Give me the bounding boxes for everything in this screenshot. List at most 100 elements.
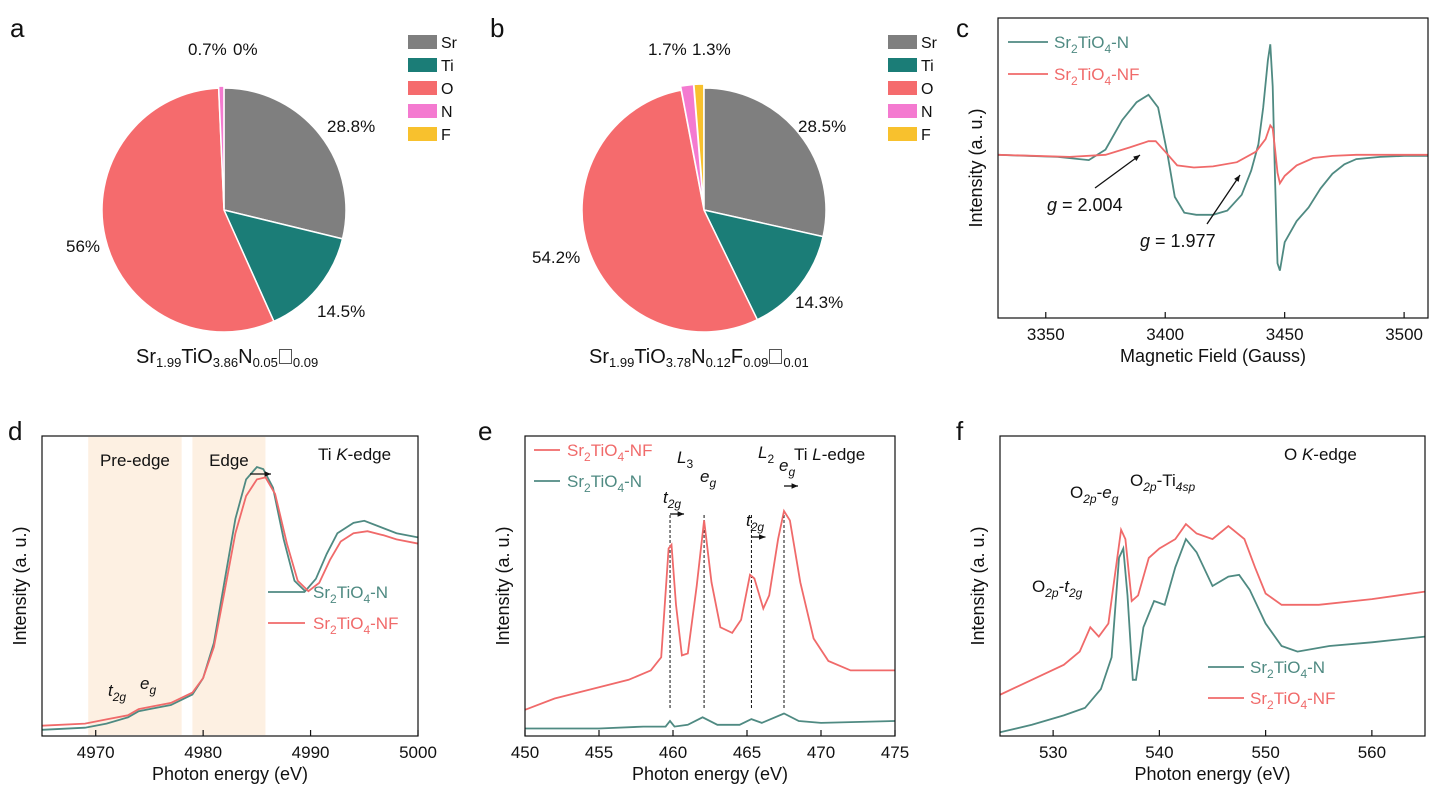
legend-label-sr: Sr: [921, 35, 938, 52]
peak-label: eg​: [140, 674, 156, 697]
panel-label: c: [956, 13, 969, 43]
legend-label-o: O: [921, 81, 933, 98]
pie-slice-ti: [222, 208, 344, 323]
formula-element: Sr: [136, 346, 156, 368]
legend-entry: Sr2​TiO4​-NF: [1054, 65, 1139, 88]
x-tick-label: 470: [807, 743, 835, 762]
x-axis-label: Photon energy (eV): [152, 764, 308, 784]
slice-label-ti: 14.5%: [317, 302, 365, 321]
shaded-region: [192, 437, 266, 735]
pie-slice-o: [101, 87, 275, 333]
chart-title: O K-edge: [1284, 445, 1357, 464]
formula-subscript: 0.05: [252, 355, 278, 370]
legend-entry: Sr2​TiO4​-NF: [1250, 689, 1335, 712]
panel-e: e 450 455 460 465 470 475 Photon energy (eV) Int…: [470, 400, 950, 793]
legend-swatch-sr: [888, 35, 917, 49]
legend-swatch-sr: [408, 35, 437, 49]
x-tick-label: 4980: [184, 743, 222, 762]
x-axis-label: Photon energy (eV): [1134, 764, 1290, 784]
y-axis-label: Intensity (a. u.): [493, 526, 513, 645]
formula-element: F: [730, 346, 744, 368]
slice-label-sr: 28.5%: [798, 117, 846, 136]
y-axis-label: Intensity (a. u.): [966, 108, 986, 227]
vacancy-symbol: [769, 349, 783, 364]
annotation-arrow-head: [1133, 155, 1140, 162]
x-tick-label: 3350: [1027, 325, 1065, 344]
peak-label: O2p​-eg​: [1070, 483, 1119, 506]
formula-subscript: 0.12: [705, 355, 731, 370]
legend-entry: Sr2​TiO4​-NF: [567, 441, 652, 464]
slice-label-o: 56%: [66, 237, 100, 256]
legend-swatch-f: [888, 127, 917, 141]
slice-label-sr: 28.8%: [327, 117, 375, 136]
legend-entry: Sr2​TiO4​-NF: [313, 614, 398, 637]
series-line-sr2tio4-n: [525, 712, 895, 730]
panel-b: b 28.5% 14.3% 54.2% 1.7% 1.3% Sr Ti O N F: [480, 0, 950, 395]
series-line-sr2tio4-n: [998, 44, 1428, 271]
legend-label-sr: Sr: [441, 35, 458, 52]
legend-entry: Sr2​TiO4​-N: [1054, 33, 1129, 56]
legend-label-ti: Ti: [921, 58, 934, 75]
x-tick-label: 550: [1251, 743, 1279, 762]
pie-slice-sr: [703, 87, 827, 238]
edge-label: L2​: [758, 443, 774, 466]
epr-chart-c: c 3350 3400 3450 3500 Magnetic Field (Gauss) I…: [956, 13, 1429, 366]
formula-element: Sr: [589, 346, 609, 368]
legend-label-n: N: [441, 104, 453, 121]
panel-c: c 3350 3400 3450 3500 Magnetic Field (Gauss) I…: [950, 0, 1438, 395]
series-line-sr2tio4-nf: [525, 508, 895, 711]
shift-arrow-head: [677, 511, 685, 517]
peak-label: eg​: [700, 467, 716, 490]
legend-entry: Sr2​TiO4​-N: [567, 472, 642, 495]
legend-swatch-o: [888, 81, 917, 95]
legend-swatch-ti: [408, 58, 437, 72]
x-tick-label: 5000: [399, 743, 437, 762]
shaded-region: [88, 437, 182, 735]
panel-label: e: [478, 416, 492, 446]
slice-label-o: 54.2%: [532, 248, 580, 267]
y-axis-label: Intensity (a. u.): [10, 526, 30, 645]
x-tick-label: 465: [733, 743, 761, 762]
plot-frame: [41, 435, 419, 737]
x-tick-label: 3400: [1146, 325, 1184, 344]
plot-frame: [524, 435, 896, 737]
legend-entry: Sr2​TiO4​-N: [313, 583, 388, 606]
pie-chart-b: b 28.5% 14.3% 54.2% 1.7% 1.3% Sr Ti ONF: [490, 13, 938, 333]
panel-label: b: [490, 13, 504, 43]
slice-label-n: 1.7%: [648, 40, 687, 59]
panel-label: a: [10, 13, 25, 43]
slice-label-ti: 14.3%: [795, 293, 843, 312]
panel-d: d Pre-edge Edge 4970 4980 4990 5000 Photon ener…: [0, 400, 480, 793]
legend-label-ti: Ti: [441, 58, 454, 75]
x-tick-label: 450: [511, 743, 539, 762]
formula-element: N: [691, 346, 706, 368]
legend-label-o: O: [441, 81, 453, 98]
legend-swatch-n: [408, 104, 437, 118]
x-tick-label: 4990: [292, 743, 330, 762]
x-tick-label: 540: [1145, 743, 1173, 762]
x-tick-label: 4970: [77, 743, 115, 762]
panel-label: f: [956, 416, 964, 446]
pie-slice-f: [693, 83, 705, 207]
series-line-sr2tio4-nf: [1000, 522, 1425, 696]
legend-label-f: F: [441, 127, 451, 144]
legend-swatch-f: [408, 127, 437, 141]
peak-label: eg​: [779, 456, 795, 479]
legend-swatch-o: [408, 81, 437, 95]
chart-title: Ti L-edge: [794, 445, 865, 464]
peak-label: O2p​-t2g​: [1032, 577, 1083, 600]
legend-swatch-ti: [888, 58, 917, 72]
annotation-arrow-head: [1234, 175, 1240, 182]
peak-label: O2p​-Ti4sp​: [1130, 471, 1195, 494]
series-line-sr2tio4-n: [42, 465, 418, 731]
annotation-arrow: [1206, 174, 1241, 225]
series-line-sr2tio4-n: [1000, 537, 1425, 734]
slice-label-f: 1.3%: [692, 40, 731, 59]
x-tick-label: 455: [585, 743, 613, 762]
legend-label-n: N: [921, 104, 933, 121]
o-k-edge-chart-f: f 530 540 550 560 Photon energy (eV) Intensity…: [956, 416, 1426, 784]
plot-frame: [997, 17, 1429, 319]
formula-subscript: 0.09: [292, 355, 319, 370]
legend-label-f: F: [921, 127, 931, 144]
series-line-sr2tio4-nf: [42, 476, 418, 727]
